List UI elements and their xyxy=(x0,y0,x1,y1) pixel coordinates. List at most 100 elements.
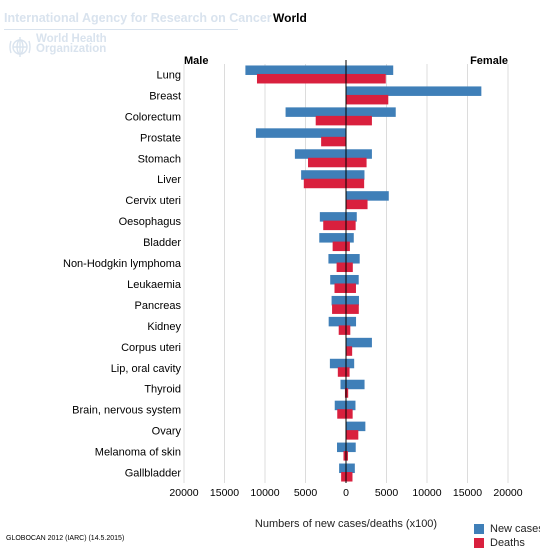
bar-female-new-cases xyxy=(346,107,396,117)
x-tick-label: 10000 xyxy=(412,487,441,499)
bar-female-deaths xyxy=(346,451,348,461)
legend-swatch-deaths xyxy=(474,538,484,548)
bar-male-new-cases xyxy=(334,400,346,411)
bar-male-deaths xyxy=(341,472,346,482)
category-label: Gallbladder xyxy=(125,468,182,480)
bar-male-deaths xyxy=(323,220,346,231)
bar-female-new-cases xyxy=(346,149,372,159)
x-tick-label: 20000 xyxy=(169,487,198,499)
who-wordmark-line2: Organization xyxy=(36,43,107,55)
bar-female-new-cases xyxy=(346,442,356,453)
bar-male-new-cases xyxy=(329,358,346,369)
category-label: Kidney xyxy=(147,321,181,333)
category-label: Colorectum xyxy=(125,111,181,123)
category-label: Stomach xyxy=(138,153,181,165)
who-wordmark: World Health Organization xyxy=(36,33,107,55)
bar-male-new-cases xyxy=(328,316,346,327)
bar-female-new-cases xyxy=(346,233,354,243)
bar-female-deaths xyxy=(346,283,356,293)
bar-female-deaths xyxy=(346,304,359,314)
bar-female-new-cases xyxy=(346,421,366,432)
category-label: Corpus uteri xyxy=(121,342,181,354)
bar-female-new-cases xyxy=(346,65,394,75)
bar-male-new-cases xyxy=(339,463,346,474)
bar-male-new-cases xyxy=(294,149,346,159)
bar-male-deaths xyxy=(332,304,346,314)
bar-female-deaths xyxy=(346,388,349,398)
bar-male-deaths xyxy=(308,157,346,168)
bar-female-deaths xyxy=(346,178,365,189)
bar-female-deaths xyxy=(346,472,353,482)
bar-female-new-cases xyxy=(346,191,389,201)
bar-male-deaths xyxy=(336,262,346,273)
bar-female-deaths xyxy=(346,262,353,273)
category-label: Oesophagus xyxy=(119,216,182,228)
x-tick-label: 5000 xyxy=(294,487,318,499)
bar-female-new-cases xyxy=(346,274,359,285)
category-label: Ovary xyxy=(152,426,182,438)
bar-female-new-cases xyxy=(346,295,359,306)
bar-female-new-cases xyxy=(346,254,360,264)
bar-female-deaths xyxy=(346,73,386,84)
bar-male-new-cases xyxy=(328,254,346,264)
bar-male-deaths xyxy=(343,451,346,461)
bar-male-deaths xyxy=(338,325,346,335)
bar-male-new-cases xyxy=(285,107,346,117)
bar-female-deaths xyxy=(346,409,353,419)
bar-male-new-cases xyxy=(245,65,346,75)
bar-female-new-cases xyxy=(346,337,372,348)
bar-female-new-cases xyxy=(346,170,365,180)
region-title: World xyxy=(273,11,307,25)
bar-female-deaths xyxy=(346,367,350,377)
x-axis-title: Numbers of new cases/deaths (x100) xyxy=(255,518,437,530)
who-globe-icon xyxy=(9,37,31,57)
bar-female-deaths xyxy=(346,346,353,356)
category-label: Brain, nervous system xyxy=(72,405,181,417)
bar-male-new-cases xyxy=(330,274,346,285)
category-label: Breast xyxy=(149,90,181,102)
bar-female-new-cases xyxy=(346,316,357,327)
bar-male-deaths xyxy=(321,136,346,147)
x-tick-label: 5000 xyxy=(375,487,399,499)
bar-female-deaths xyxy=(346,220,356,231)
male-side-label: Male xyxy=(184,55,208,67)
female-side-label: Female xyxy=(470,55,508,67)
bar-female-new-cases xyxy=(346,86,482,96)
category-label: Melanoma of skin xyxy=(95,447,181,459)
bar-male-new-cases xyxy=(255,128,346,138)
bar-male-deaths xyxy=(256,73,346,84)
bar-female-deaths xyxy=(346,157,367,168)
category-label: Liver xyxy=(157,174,181,186)
who-wordmark-line1: World Health xyxy=(36,33,107,45)
bar-male-deaths xyxy=(315,115,346,126)
category-label: Leukaemia xyxy=(127,279,182,291)
bar-female-new-cases xyxy=(346,358,355,369)
bar-male-deaths xyxy=(344,388,346,398)
bar-male-deaths xyxy=(334,283,346,293)
x-tick-label: 0 xyxy=(343,487,349,499)
bar-female-deaths xyxy=(346,325,351,335)
category-label: Prostate xyxy=(140,132,181,144)
bar-female-deaths xyxy=(346,241,350,252)
x-tick-label: 15000 xyxy=(210,487,239,499)
bar-male-new-cases xyxy=(319,212,346,222)
agency-title: International Agency for Research on Can… xyxy=(4,11,272,25)
category-label: Lip, oral cavity xyxy=(111,363,182,375)
source-footnote: GLOBOCAN 2012 (IARC) (14.5.2015) xyxy=(6,535,125,542)
legend-label-deaths: Deaths xyxy=(490,537,525,549)
bar-female-new-cases xyxy=(346,400,356,411)
category-label: Bladder xyxy=(143,237,181,249)
bar-male-deaths xyxy=(332,241,346,252)
x-tick-label: 20000 xyxy=(493,487,522,499)
legend-item-deaths: Deaths xyxy=(474,536,540,550)
bar-male-new-cases xyxy=(319,233,346,243)
agency-divider xyxy=(4,29,238,30)
bar-female-new-cases xyxy=(346,212,357,222)
bar-male-new-cases xyxy=(337,442,346,453)
bar-male-new-cases xyxy=(301,170,346,180)
bar-female-new-cases xyxy=(346,463,355,474)
category-label: Pancreas xyxy=(135,300,182,312)
bar-female-deaths xyxy=(346,430,359,440)
bar-male-deaths xyxy=(303,178,346,189)
category-label: Non-Hodgkin lymphoma xyxy=(63,258,182,270)
